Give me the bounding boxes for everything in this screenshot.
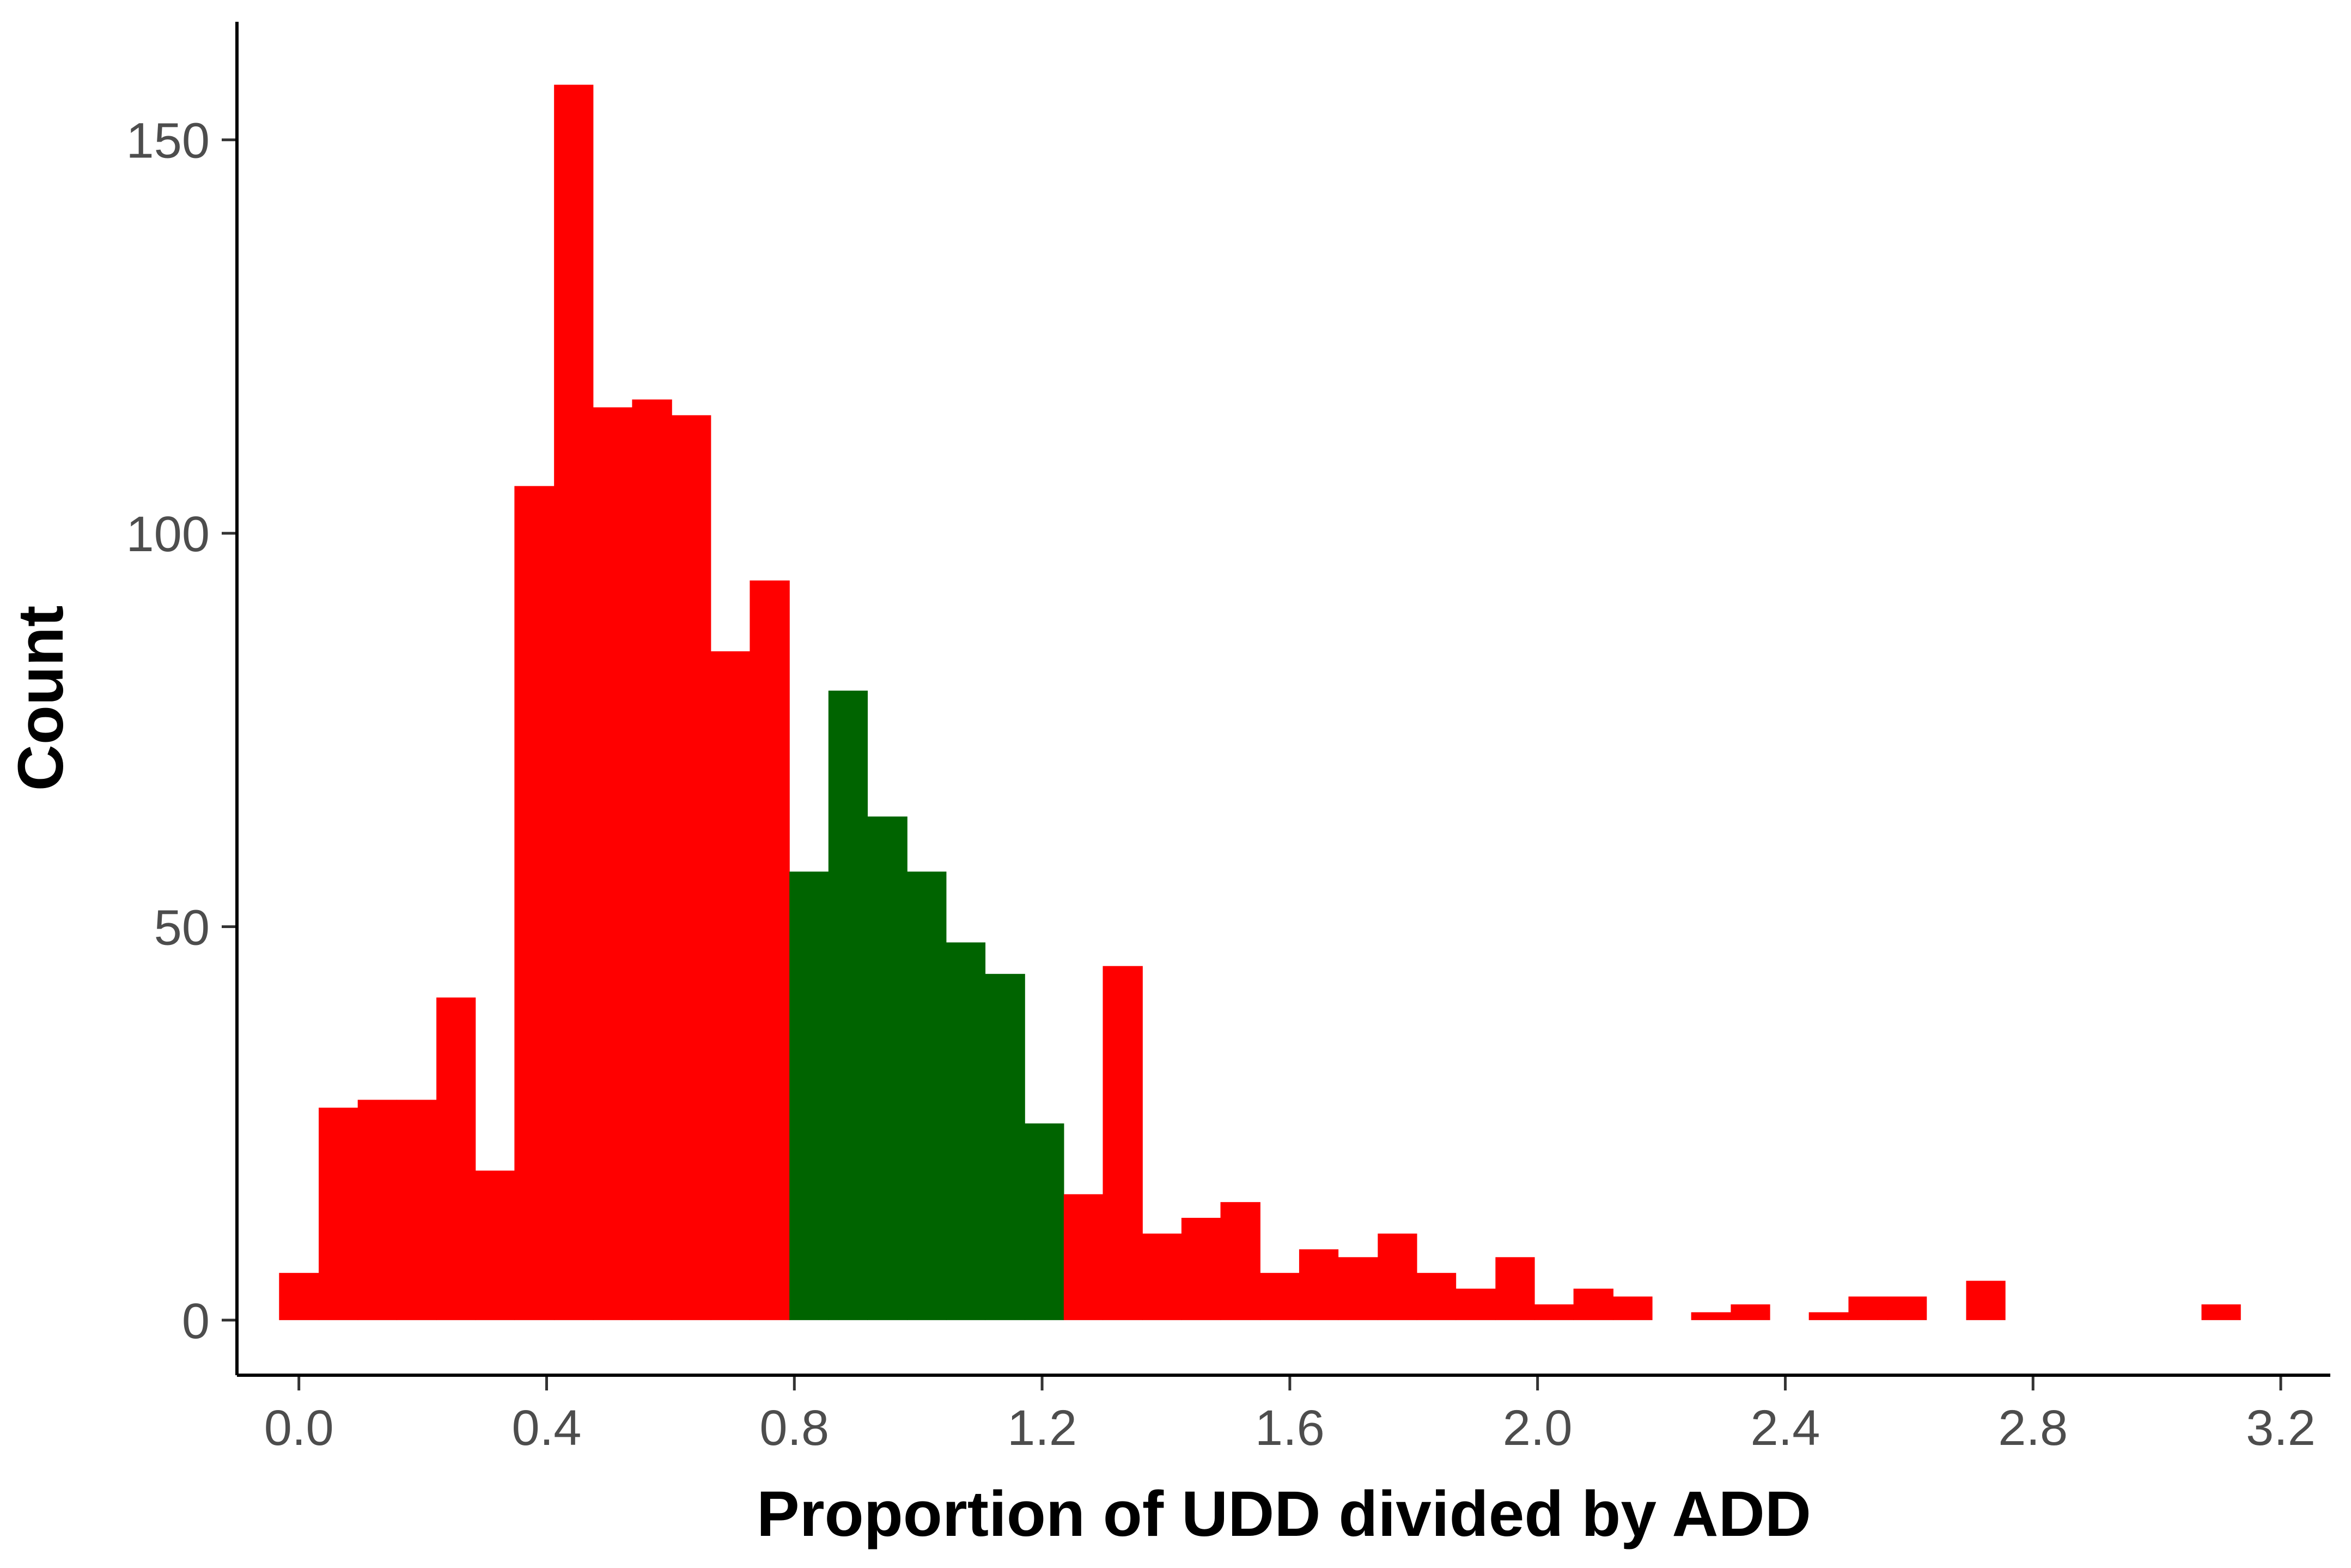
histogram-bar — [1808, 1312, 1849, 1320]
histogram-bar — [1378, 1233, 1417, 1320]
x-tick-label: 1.6 — [1255, 1400, 1325, 1456]
y-axis-ticks: 0 50 100 150 — [126, 113, 237, 1349]
x-tick-label: 2.0 — [1503, 1400, 1573, 1456]
histogram-bar — [1142, 1233, 1182, 1320]
histogram-bar — [1613, 1296, 1653, 1320]
histogram-bar — [397, 1100, 437, 1320]
histogram-bar — [1299, 1249, 1339, 1320]
x-tick-label: 2.4 — [1751, 1400, 1820, 1456]
histogram-bar — [1181, 1218, 1221, 1320]
histogram-bar — [436, 997, 476, 1320]
histogram-bar — [907, 871, 947, 1320]
histogram-bar — [514, 486, 555, 1320]
histogram-bar — [2201, 1304, 2241, 1320]
y-tick-label: 50 — [154, 900, 210, 955]
histogram-bar — [554, 84, 594, 1320]
histogram-bar — [946, 942, 986, 1320]
histogram-bar — [319, 1107, 358, 1320]
y-axis-title: Count — [5, 606, 77, 791]
histogram-bar — [985, 974, 1025, 1320]
histogram-bar — [279, 1273, 319, 1320]
histogram-bar — [1338, 1257, 1378, 1320]
histogram-bar — [1063, 1194, 1104, 1320]
histogram-bar — [828, 691, 868, 1320]
y-tick-label: 0 — [182, 1294, 210, 1349]
x-tick-label: 0.0 — [264, 1400, 334, 1456]
histogram-bar — [1848, 1296, 1888, 1320]
histogram-bar — [789, 871, 829, 1320]
y-tick-label: 150 — [126, 113, 210, 169]
histogram-bar — [1573, 1289, 1613, 1320]
x-tick-label: 0.8 — [759, 1400, 829, 1456]
x-tick-label: 1.2 — [1007, 1400, 1077, 1456]
histogram-bar — [1691, 1312, 1732, 1320]
histogram-bar — [1260, 1273, 1300, 1320]
histogram-bar — [475, 1170, 515, 1320]
histogram-bar — [1025, 1123, 1064, 1320]
x-axis-title: Proportion of UDD divided by ADD — [757, 1478, 1811, 1550]
histogram-bar — [1534, 1304, 1574, 1320]
x-axis-ticks: 0.0 0.4 0.8 1.2 1.6 2.0 2.4 2.8 3.2 — [264, 1375, 2316, 1456]
histogram-bar — [357, 1100, 397, 1320]
x-tick-label: 0.4 — [512, 1400, 582, 1456]
histogram-bar — [672, 415, 711, 1320]
histogram-bar — [1416, 1273, 1457, 1320]
x-tick-label: 3.2 — [2246, 1400, 2316, 1456]
histogram-bar — [1731, 1304, 1770, 1320]
histogram-bar — [1220, 1202, 1260, 1320]
x-tick-label: 2.8 — [1998, 1400, 2068, 1456]
histogram-bar — [1966, 1280, 2006, 1320]
histogram-bar — [750, 580, 790, 1320]
histogram-bar — [1103, 966, 1143, 1320]
histogram-bar — [1495, 1257, 1535, 1320]
histogram-bar — [632, 399, 672, 1320]
histogram-bar — [1455, 1289, 1496, 1320]
histogram-bar — [593, 407, 632, 1320]
histogram-bars — [279, 84, 2241, 1320]
histogram-bar — [867, 816, 907, 1320]
histogram-bar — [1887, 1296, 1927, 1320]
histogram-bar — [710, 651, 751, 1320]
y-tick-label: 100 — [126, 507, 210, 562]
